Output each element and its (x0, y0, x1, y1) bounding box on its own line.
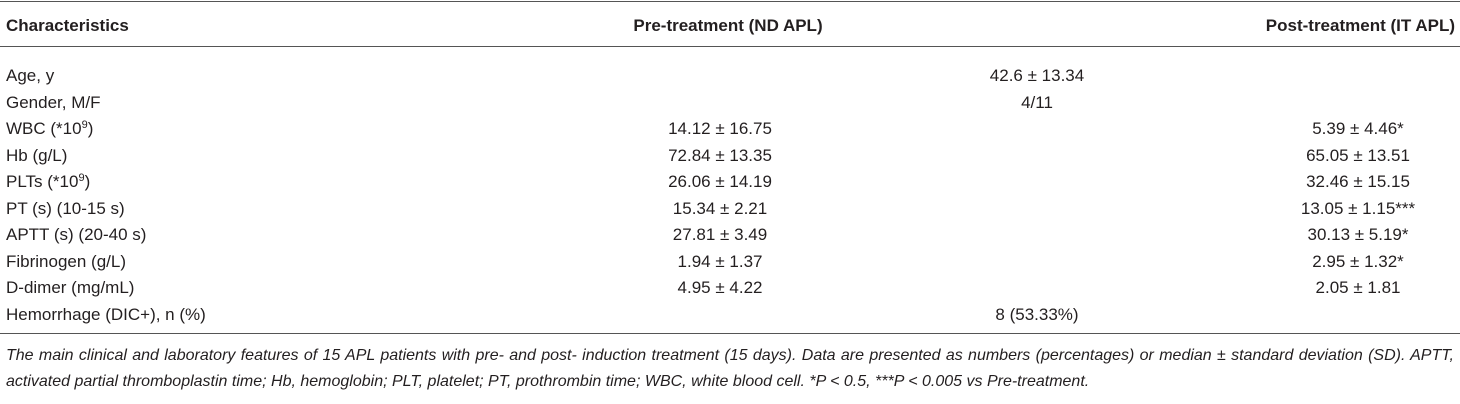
header-cell: Post-treatment (IT APL) (1265, 16, 1455, 35)
header-cell: Pre-treatment (ND APL) (633, 16, 823, 35)
pre-value: 4.95 ± 4.22 (677, 278, 763, 297)
pre-value: 1.94 ± 1.37 (677, 251, 763, 271)
row-label: Hb (g/L) (6, 146, 67, 166)
pre-value: 72.84 ± 13.35 (668, 145, 772, 165)
row-label: Gender, M/F (6, 93, 100, 113)
label-part: D-dimer (mg/mL) (6, 278, 135, 297)
row-label: WBC (*109) (6, 119, 93, 139)
label-part: Age, y (6, 66, 55, 85)
row-label: PLTs (*109) (6, 172, 90, 192)
row-label: PT (s) (10-15 s) (6, 199, 125, 219)
merged-value: 4/11 (1021, 92, 1053, 112)
header-cell: Characteristics (6, 16, 129, 35)
row-label: D-dimer (mg/mL) (6, 278, 134, 298)
label-part: 9 (78, 172, 85, 184)
pre-value: 15.34 ± 2.21 (672, 198, 768, 218)
label-part: 9 (81, 119, 88, 131)
post-value: 5.39 ± 4.46* (1312, 119, 1404, 138)
pre-value: 27.81 ± 3.49 (672, 225, 768, 244)
row-label: Fibrinogen (g/L) (6, 252, 126, 272)
post-value: 32.46 ± 15.15 (1306, 172, 1410, 191)
label-part: ) (87, 119, 94, 138)
post-value: 13.05 ± 1.15*** (1300, 198, 1416, 218)
label-part: Hemorrhage (DIC+), n (%) (6, 304, 206, 324)
pre-value: 26.06 ± 14.19 (668, 172, 772, 191)
row-label: Age, y (6, 66, 54, 86)
header-rule (0, 46, 1460, 47)
post-value: 2.05 ± 1.81 (1315, 278, 1401, 297)
post-value: 30.13 ± 5.19* (1307, 225, 1409, 244)
footnote: The main clinical and laboratory feature… (6, 347, 1454, 390)
label-part: Gender, M/F (6, 92, 101, 112)
label-part: ) (84, 172, 91, 191)
bottom-rule (0, 333, 1460, 334)
label-part: WBC (*10 (6, 119, 82, 138)
top-rule (0, 1, 1460, 2)
row-label: Hemorrhage (DIC+), n (%) (6, 305, 206, 325)
label-part: Fibrinogen (g/L) (6, 251, 127, 271)
merged-value: 42.6 ± 13.34 (989, 66, 1085, 85)
label-part: PT (s) (10-15 s) (6, 198, 125, 218)
post-value: 65.05 ± 13.51 (1306, 145, 1410, 165)
merged-value: 8 (53.33%) (995, 304, 1079, 324)
row-label: APTT (s) (20-40 s) (6, 225, 146, 245)
label-part: Hb (g/L) (6, 145, 68, 165)
post-value: 2.95 ± 1.32* (1312, 251, 1404, 271)
pre-value: 14.12 ± 16.75 (668, 119, 772, 138)
label-part: PLTs (*10 (6, 172, 79, 191)
label-part: APTT (s) (20-40 s) (6, 225, 147, 244)
